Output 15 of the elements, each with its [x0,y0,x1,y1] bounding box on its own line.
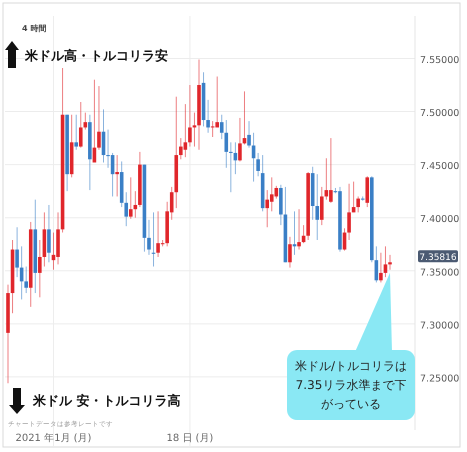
callout: 米ドル/トルコリラは7.35リラ水準まで下がっている [287,272,415,420]
x-tick-label: 2021 年1月 (月) [15,432,92,444]
y-tick-label: 7.25000 [420,373,460,384]
y-tick-label: 7.50000 [420,108,460,120]
text: 4 時間 [22,24,46,33]
y-tick-label: 7.40000 [420,214,460,226]
x-tick-label: 18 日 (月) [166,433,214,444]
annotation: 米ドル高・トルコリラ安 [24,48,168,64]
annotation: 米ドル/トルコリラは7.35リラ水準まで下がっている [294,359,408,411]
y-tick-label: 7.35000 [420,267,460,278]
annotation: 米ドル 安・トルコリラ高 [32,393,181,409]
y-tick-label: 7.55000 [420,54,460,66]
y-tick-label: 7.45000 [420,161,460,172]
text: 7.35816 [419,252,457,263]
y-tick-label: 7.30000 [420,320,460,332]
